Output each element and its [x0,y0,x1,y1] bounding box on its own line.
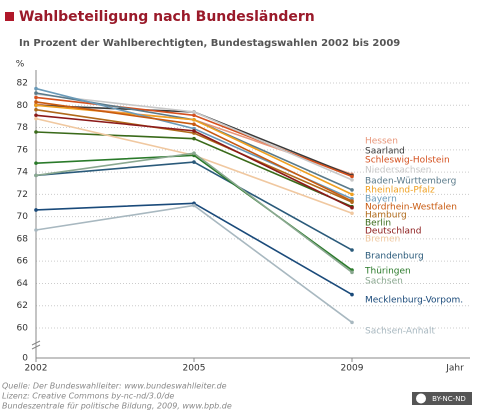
x-tick-label: 2009 [341,364,364,374]
series-label: Hamburg [365,211,407,221]
data-point [192,129,196,133]
series-label: Mecklenburg-Vorpom. [365,296,463,306]
series-label: Deutschland [365,227,421,237]
data-point [192,117,196,122]
license-badge [412,392,472,405]
data-point [350,270,354,275]
x-label: Jahr [445,364,464,374]
data-point [34,208,38,212]
data-point [350,248,354,252]
data-point [34,86,38,91]
data-point [350,192,354,197]
footer-line: Lizenz: Creative Commons by-nc-nd/3.0/de [2,392,174,401]
data-point [34,130,38,134]
data-point [34,116,38,121]
data-point [350,174,354,179]
data-point [34,95,38,100]
series-label: Schleswig-Holstein [365,156,450,166]
axis-break [31,340,41,350]
y-tick-label: 82 [17,79,28,89]
y-tick-label: 66 [17,257,29,267]
data-point [192,151,196,155]
data-point [350,205,354,210]
data-point [34,91,38,95]
data-point [34,161,38,165]
x-tick-label: 2002 [25,364,48,374]
series-label: Bayern [365,195,397,205]
y-tick-label: 80 [17,101,29,111]
data-point [34,100,38,104]
y-tick-label: 64 [17,279,29,289]
series-label: Niedersachsen [365,166,432,176]
data-point [350,320,354,325]
data-point [350,211,354,216]
data-point [192,136,196,141]
y-tick-label: 68 [17,234,29,244]
data-point [350,178,354,182]
y-tick-label: 60 [17,324,29,334]
data-point [192,110,196,114]
x-tick-label: 2005 [183,364,206,374]
series-label: Bremen [365,235,400,245]
data-point [350,292,354,297]
data-point [34,113,38,118]
footer-line: Quelle: Der Bundeswahlleiter: www.bundes… [2,382,227,391]
y-tick-label: 72 [17,190,28,200]
series-line [35,202,353,296]
data-point [34,107,38,112]
y-tick-label: 62 [17,301,28,311]
y-tick-label: 70 [17,212,29,222]
badge-text: BY-NC-ND [432,395,466,403]
series-label: Rheinland-Pfalz [365,186,435,196]
series-label: Baden-Württemberg [365,177,456,187]
y-tick-label: 0 [22,354,28,364]
data-point [350,188,354,192]
series-label: Thüringen [364,267,411,277]
series-label: Nordrhein-Westfalen [365,203,457,213]
series-label: Brandenburg [365,252,424,262]
data-point [34,228,38,232]
y-tick-label: 74 [17,168,29,178]
chart-title: Wahlbeteiligung nach Bundesländern [19,9,315,25]
footer-line: Bundeszentrale für politische Bildung, 2… [2,402,232,411]
title-marker [5,12,14,21]
data-point [192,113,196,118]
data-point [192,160,196,164]
data-point [192,122,196,127]
data-point [34,173,38,178]
data-point [192,203,196,208]
cc-icon [416,393,426,404]
y-tick-label: 76 [17,145,29,155]
y-tick-label: 78 [17,123,29,133]
series-label: Hessen [365,137,398,147]
y-unit: % [16,60,25,70]
series-label: Sachsen-Anhalt [365,327,435,337]
series-label: Berlin [365,219,391,229]
data-point [350,200,354,204]
series-label: Sachsen [365,277,403,287]
chart-subtitle: In Prozent der Wahlberechtigten, Bundest… [19,38,400,49]
data-point [34,103,38,108]
series-label: Saarland [365,147,405,157]
